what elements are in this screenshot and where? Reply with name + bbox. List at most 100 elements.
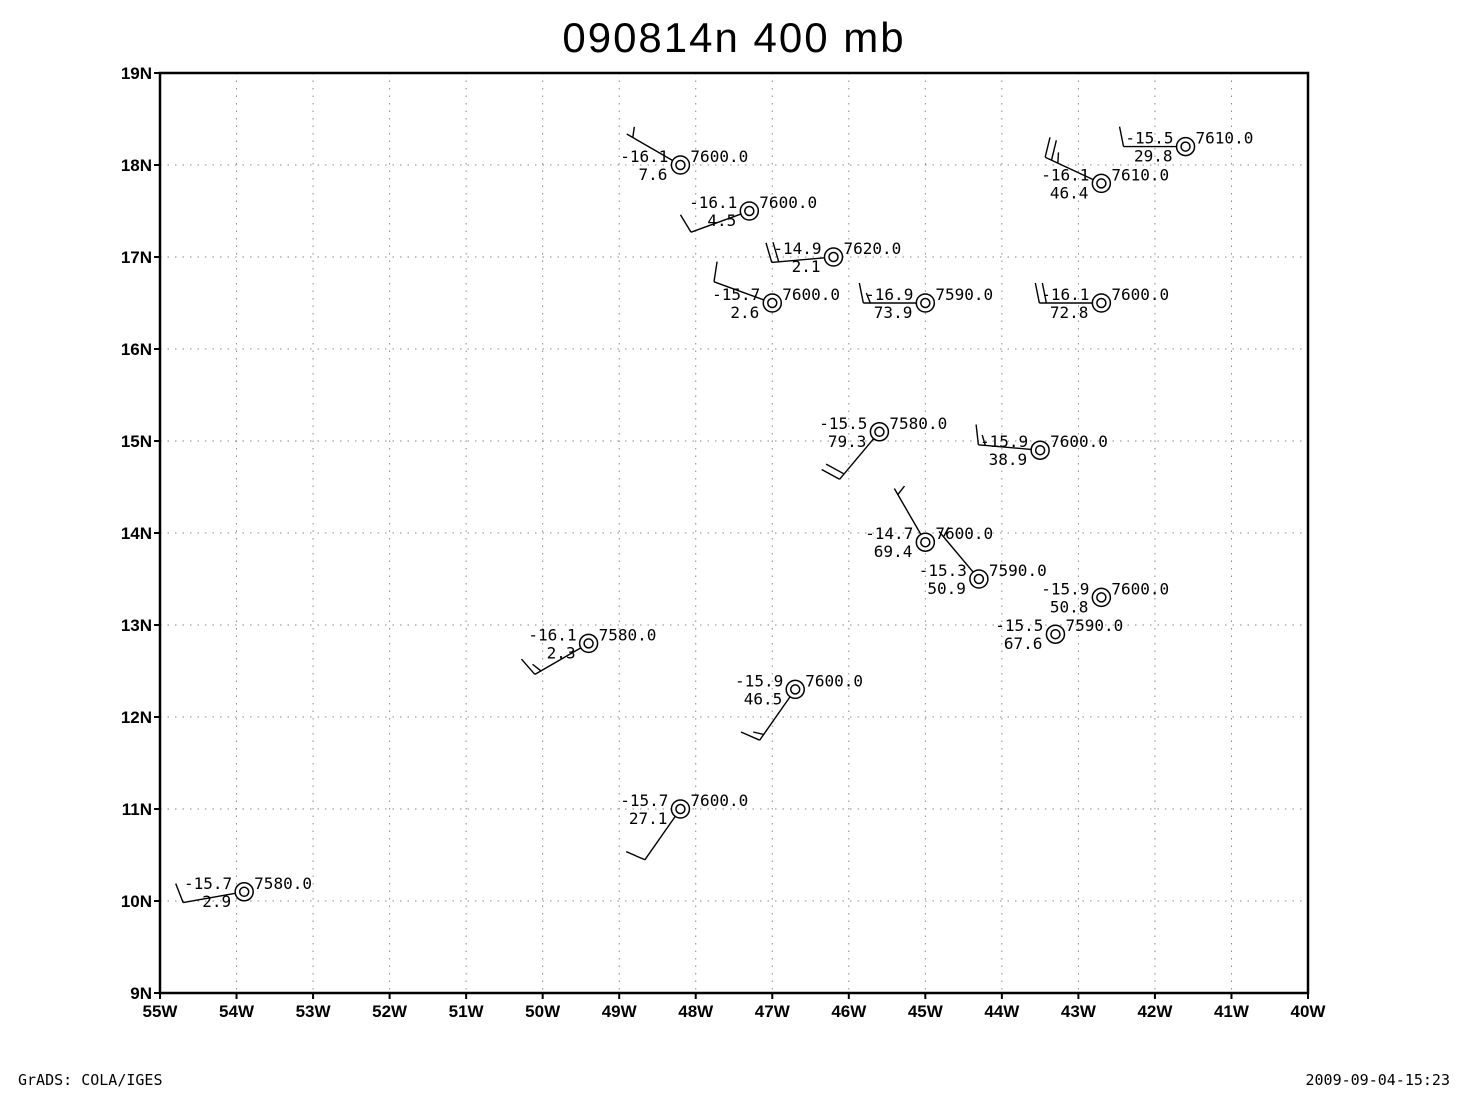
wind-barb-flag <box>1050 140 1058 161</box>
station-value: 27.1 <box>629 809 668 828</box>
station-temperature: -15.9 <box>735 671 783 690</box>
station-value: 46.5 <box>744 689 783 708</box>
y-tick-label: 18N <box>121 156 152 175</box>
station-circle-inner <box>874 426 885 438</box>
y-tick-label: 11N <box>122 800 152 819</box>
station-circle-outer <box>234 882 254 902</box>
wind-barb-flag <box>532 663 542 672</box>
wind-barb-flag <box>981 434 987 446</box>
station-temperature: -16.1 <box>1041 285 1089 304</box>
station-circle-inner <box>973 573 985 585</box>
x-tick-label: 42W <box>1137 1002 1173 1021</box>
wind-barb-staff <box>938 531 974 573</box>
station: -16.12.3 7580.0 <box>520 625 656 676</box>
station-height: 7600.0 <box>690 147 748 166</box>
wind-barb-staff <box>978 444 1032 451</box>
station: -15.579.3 7580.0 <box>819 414 947 480</box>
station-circle-outer <box>869 422 890 442</box>
station-circle-outer <box>578 633 599 654</box>
station-height: 7580.0 <box>889 414 947 433</box>
station-circle-outer <box>969 569 989 589</box>
x-tick-label: 50W <box>525 1002 561 1021</box>
station-temperature: -16.1 <box>1041 165 1089 184</box>
station-circle-inner <box>767 297 778 309</box>
station-temperature: -15.7 <box>184 874 232 893</box>
station-temperature: -14.7 <box>865 524 913 543</box>
wind-barb-flag <box>520 658 536 675</box>
wind-barb-flag <box>772 242 780 262</box>
x-tick-label: 51W <box>449 1002 485 1021</box>
station-height: 7600.0 <box>1111 285 1169 304</box>
wind-barb-staff <box>771 257 825 264</box>
wind-barb-flag <box>821 468 840 480</box>
station-circle-outer <box>785 679 805 700</box>
wind-barb-flag <box>713 261 718 282</box>
station-value: 2.6 <box>730 303 759 322</box>
station: -14.769.4 7600.0 <box>865 485 993 561</box>
station-value: 79.3 <box>828 432 867 451</box>
station-circle-outer <box>823 247 844 267</box>
x-tick-label: 49W <box>602 1002 638 1021</box>
map-title: 090814n 400 mb <box>562 14 905 61</box>
station-height: 7600.0 <box>690 791 748 810</box>
wind-barb-flag <box>175 883 184 903</box>
station-value: 46.4 <box>1050 183 1089 202</box>
station-temperature: -15.7 <box>712 285 760 304</box>
station-circle-inner <box>828 251 839 263</box>
station-circle-outer <box>670 155 691 175</box>
station-value: 29.8 <box>1134 147 1173 166</box>
station-temperature: -15.3 <box>919 561 967 580</box>
station-circle-inner <box>744 205 755 217</box>
station-value: 50.8 <box>1050 597 1089 616</box>
station-circle-inner <box>1096 592 1107 603</box>
wind-barb-staff <box>690 213 742 233</box>
station-circle-inner <box>1096 297 1107 309</box>
wind-barb-staff <box>759 696 791 741</box>
station-value: 2.3 <box>547 643 576 662</box>
station: -16.17.6 7600.0 <box>620 126 748 184</box>
wind-barb-flag <box>679 214 692 233</box>
station: -15.350.9 7590.0 <box>919 527 1047 598</box>
station-value: 69.4 <box>874 542 913 561</box>
wind-barb-flag <box>1057 152 1060 164</box>
station-height: 7600.0 <box>1050 432 1108 451</box>
station-circle-outer <box>915 532 936 552</box>
x-tick-label: 45W <box>908 1002 944 1021</box>
station-height: 7610.0 <box>1196 129 1254 148</box>
station-value: 2.1 <box>792 257 821 276</box>
station-temperature: -15.9 <box>980 432 1028 451</box>
station-value: 73.9 <box>874 303 913 322</box>
wind-barb-flag <box>753 731 764 736</box>
station-temperature: -16.1 <box>689 193 737 212</box>
station: -14.92.1 7620.0 <box>765 239 901 276</box>
y-tick-label: 10N <box>121 892 152 911</box>
wind-barb-staff <box>839 438 875 480</box>
station-circle-inner <box>1096 178 1107 189</box>
station-circle-outer <box>670 799 691 819</box>
y-tick-label: 16N <box>121 340 152 359</box>
wind-barb-flag <box>1041 282 1048 304</box>
x-tick-label: 55W <box>143 1002 179 1021</box>
x-tick-label: 52W <box>372 1002 408 1021</box>
station-circle-inner <box>920 536 931 548</box>
station-circle-inner <box>1034 444 1046 456</box>
wind-barb-staff <box>626 133 673 162</box>
station-height: 7600.0 <box>805 671 863 690</box>
station: -15.950.8 7600.0 <box>1041 579 1169 616</box>
station: -15.72.6 7600.0 <box>712 261 840 322</box>
station-height: 7610.0 <box>1111 165 1169 184</box>
wind-barb-flag <box>632 126 636 138</box>
station-circle-inner <box>1050 628 1061 640</box>
wind-barb-flag <box>975 424 980 445</box>
wind-barb-flag <box>625 850 646 861</box>
station-value: 38.9 <box>989 450 1028 469</box>
station-circle-inner <box>675 803 686 815</box>
station-circle-outer <box>915 293 936 313</box>
station-height: 7600.0 <box>782 285 840 304</box>
x-tick-label: 46W <box>831 1002 867 1021</box>
wind-barb-flag <box>897 485 906 496</box>
wind-barb-flag <box>765 242 773 263</box>
station-value: 2.9 <box>202 892 231 911</box>
wind-barb-flag <box>865 292 871 304</box>
footer-credit: GrADS: COLA/IGES <box>18 1071 163 1089</box>
